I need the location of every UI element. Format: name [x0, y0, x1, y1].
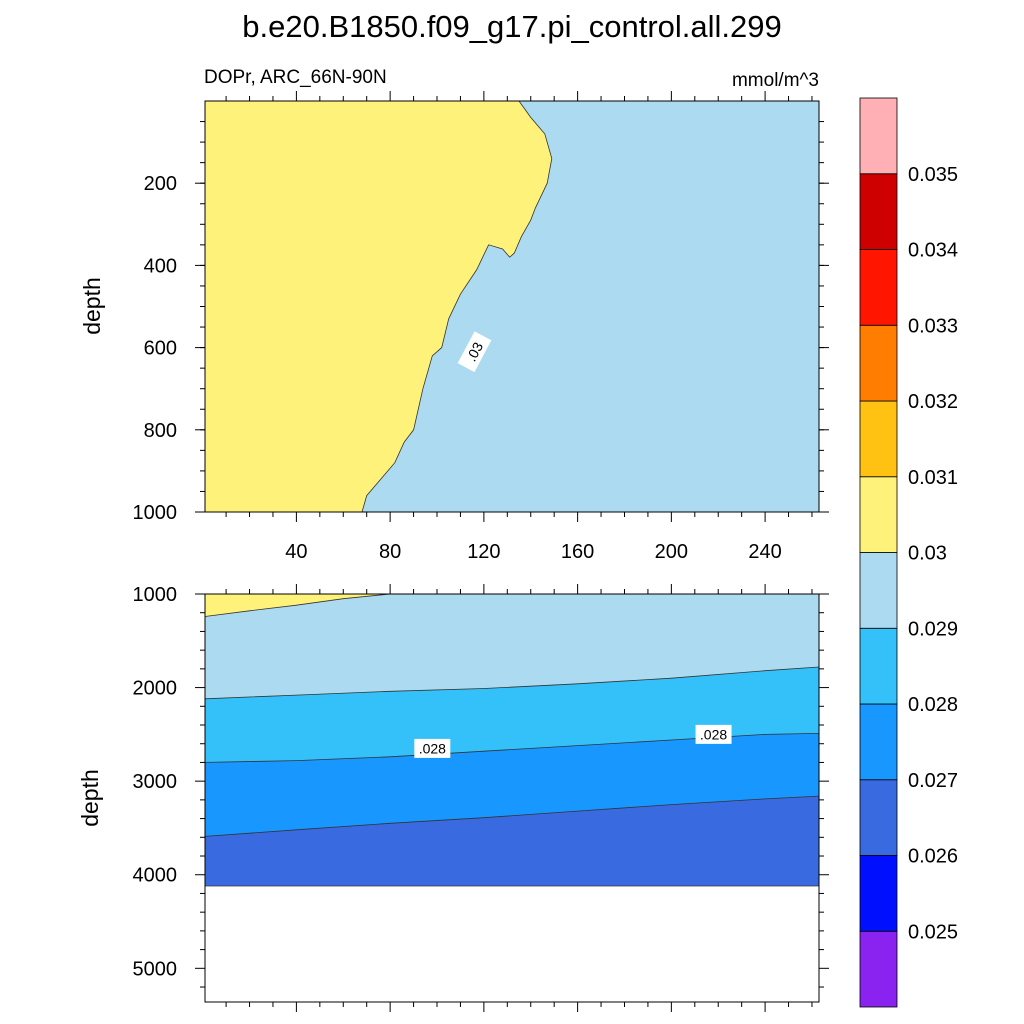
lower-contour-0.029	[204, 666, 820, 700]
colorbar-label: 0.032	[908, 391, 958, 413]
colorbar-box	[859, 779, 898, 856]
upper-xtick-label: 80	[379, 541, 401, 563]
colorbar-box	[859, 400, 898, 478]
colorbar-label: 0.029	[908, 618, 958, 640]
colorbar-label: 0.035	[908, 164, 958, 186]
upper-contour-0.03	[361, 100, 553, 513]
colorbar-label: 0.025	[908, 921, 958, 943]
lower-contour-label-bg	[414, 738, 451, 758]
colorbar-label: 0.027	[908, 770, 958, 792]
lower-ytick-label: 5000	[133, 958, 178, 980]
lower-frame	[204, 593, 820, 1003]
colorbar-box	[859, 703, 898, 781]
lower-ytick-label: 2000	[133, 678, 178, 700]
figure-title: b.e20.B1850.f09_g17.pi_control.all.299	[242, 9, 782, 44]
lower-ytick-label: 3000	[133, 771, 178, 793]
lower-contour-0.027	[204, 795, 820, 837]
variable-label: DOPr, ARC_66N-90N	[204, 67, 387, 88]
colorbar-label: 0.031	[908, 467, 958, 489]
colorbar-label: 0.033	[908, 315, 958, 337]
lower-fill-0.03-0.031	[205, 594, 391, 617]
lower-contour-label-text: .028	[700, 726, 727, 742]
colorbar-box	[859, 249, 898, 326]
lower-ytick-label: 4000	[133, 865, 178, 887]
lower-contour-label: .028	[695, 724, 732, 744]
units-label: mmol/m^3	[732, 70, 819, 91]
upper-xtick-label: 120	[467, 541, 500, 563]
upper-xtick-label: 240	[748, 541, 781, 563]
upper-contour-label: .03	[457, 331, 492, 373]
lower-ytick-label: 1000	[133, 584, 178, 606]
upper-ytick-label: 600	[144, 338, 177, 360]
lower-contour-0.03	[204, 593, 391, 617]
upper-xtick-label: 200	[655, 541, 688, 563]
colorbar-box	[859, 97, 898, 175]
upper-contour-label-bg	[457, 331, 492, 373]
colorbar-box	[859, 930, 898, 1008]
lower-panel: 1000 2000 3000 4000 5000 .028 .028	[133, 584, 829, 1012]
colorbar-box	[859, 855, 898, 932]
upper-ylabel: depth	[79, 277, 105, 335]
colorbar-box	[859, 552, 898, 629]
lower-contour-label-text: .028	[419, 740, 446, 756]
upper-panel: 40 80 120 160 200 240 200 400 600 800 1000 .03	[133, 91, 829, 563]
upper-xtick-label: 40	[285, 541, 307, 563]
upper-fill-0.03-0.031	[205, 101, 552, 512]
colorbar-label: 0.034	[908, 240, 958, 262]
colorbar-box	[859, 627, 898, 705]
lower-ylabel: depth	[77, 769, 103, 827]
upper-ytick-label: 400	[144, 255, 177, 277]
colorbar-label: 0.03	[908, 543, 947, 565]
lower-contour-label: .028	[414, 738, 451, 758]
upper-xtick-label: 160	[561, 541, 594, 563]
colorbar-label: 0.026	[908, 846, 958, 868]
colorbar: 0.025 0.026 0.027 0.028 0.029 0.03 0.031 0.032 0…	[859, 97, 958, 1008]
colorbar-label: 0.028	[908, 694, 958, 716]
lower-fill-0.029-0.03	[205, 594, 819, 699]
upper-ytick-label: 800	[144, 420, 177, 442]
colorbar-box	[859, 173, 898, 250]
lower-contour-0.028	[204, 733, 820, 763]
upper-ytick-label: 200	[144, 173, 177, 195]
colorbar-box	[859, 476, 898, 553]
colorbar-box	[859, 324, 898, 402]
lower-contour-label-bg	[695, 724, 732, 744]
upper-ytick-label: 1000	[133, 502, 178, 524]
